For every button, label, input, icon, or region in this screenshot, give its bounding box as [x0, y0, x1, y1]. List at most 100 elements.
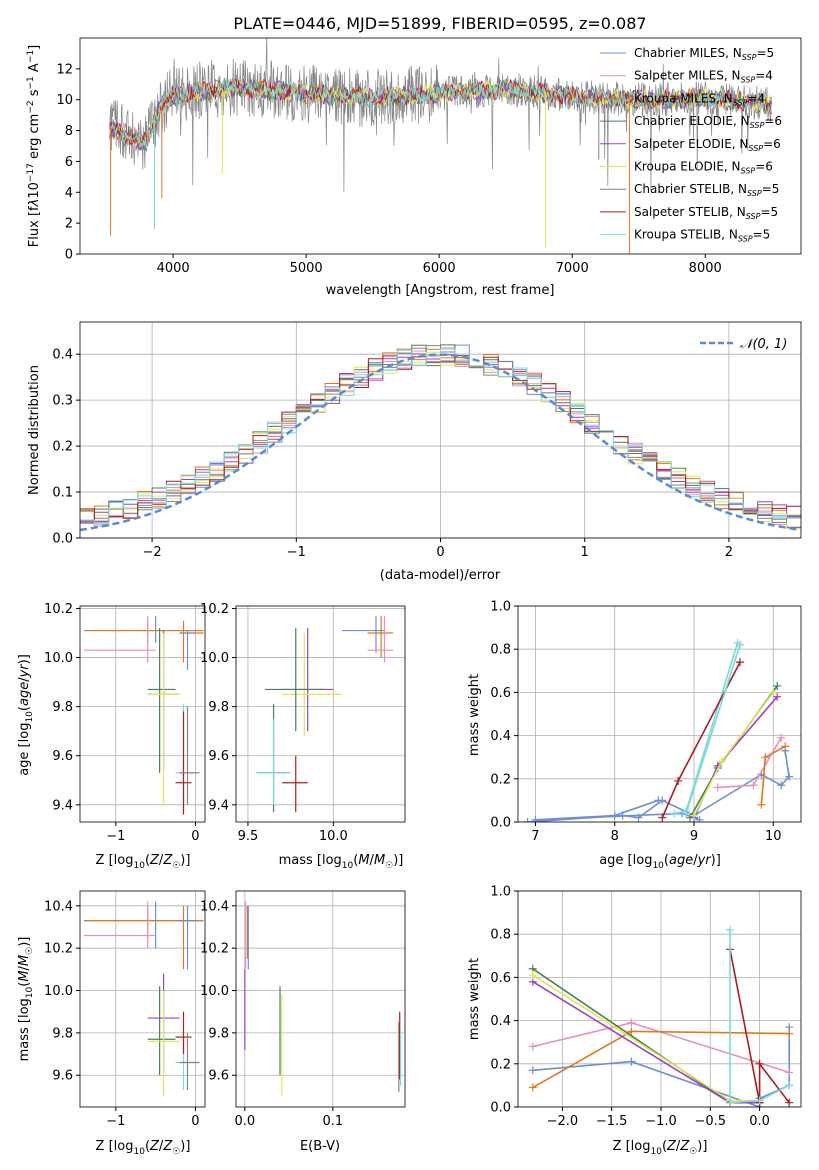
weight-marker: [785, 1029, 794, 1038]
weight-marker: [785, 1081, 794, 1090]
weight-marker: [695, 815, 704, 822]
x-tick-label: 0.0: [749, 1114, 770, 1129]
y-tick-label: 10.4: [200, 899, 229, 914]
spectrum-lines: [108, 38, 773, 254]
y-tick-label: 9.4: [52, 798, 73, 813]
legend-label: Salpeter ELODIE, NSSP=6: [634, 137, 781, 153]
residual-xlabel: (data-model)/error: [380, 568, 501, 583]
weight-marker: [726, 925, 735, 934]
p7-xlabel: E(B-V): [300, 1139, 340, 1154]
y-tick-label: 9.6: [208, 749, 229, 764]
spectrum-xlabel: wavelength [Angstrom, rest frame]: [326, 283, 555, 298]
figure-title: PLATE=0446, MJD=51899, FIBERID=0595, z=0…: [233, 14, 646, 33]
spectrum-line-salpeter-stelib: [108, 78, 772, 146]
weight-marker: [781, 742, 790, 751]
weight-marker: [670, 809, 679, 818]
plot-marks: [528, 925, 794, 1107]
y-tick-label: 10.0: [200, 651, 229, 666]
x-tick-label: −1: [106, 829, 125, 844]
x-tick-label: 0.1: [322, 1114, 343, 1129]
plot-frame: [517, 605, 802, 823]
y-tick-label: 10.0: [44, 651, 73, 666]
weight-marker: [755, 1059, 764, 1068]
weight-marker: [654, 796, 663, 805]
weight-marker: [777, 733, 786, 742]
x-tick-label: −1.5: [596, 1114, 628, 1129]
age-vs-mass-panel: 9.5 10.0 9.4 9.6 9.8 10.0 10.2: [200, 602, 406, 844]
weight-marker: [658, 813, 667, 822]
plot-marks: [83, 615, 204, 815]
x-tick-label: −2: [143, 545, 162, 560]
legend-label: Kroupa MILES, NSSP=4: [634, 91, 765, 107]
x-tick-label: −2.0: [547, 1114, 579, 1129]
legend-label: Chabrier STELIB, NSSP=5: [634, 182, 779, 198]
weight-line: [527, 750, 790, 822]
y-tick-label: 0.6: [490, 686, 511, 701]
p8-xlabel: Z [log10(Z/Z☉)]: [613, 1139, 708, 1157]
plot-frame: [235, 890, 406, 1108]
y-tick-label: 9.8: [208, 700, 229, 715]
legend-label: Chabrier ELODIE, NSSP=6: [634, 114, 782, 130]
y-tick-label: 4: [65, 186, 73, 201]
y-tick-label: 10.0: [44, 984, 73, 999]
y-tick-label: 12: [56, 62, 73, 77]
weight-vs-metallicity-panel: −2.0 −1.5 −1.0 −0.5 0.0 0.0 0.2 0.4 0.6 0.8 1.0: [490, 885, 802, 1129]
weight-marker: [785, 1068, 794, 1077]
residual-histogram-kroupa-elodie: [80, 351, 801, 529]
plot-marks: [256, 615, 394, 813]
y-tick-label: 9.4: [208, 798, 229, 813]
y-tick-label: 9.6: [52, 749, 73, 764]
p8-ylabel: mass weight: [467, 958, 482, 1040]
normal-curve: [80, 353, 799, 532]
y-tick-label: 9.8: [52, 700, 73, 715]
plot-marks: [523, 638, 794, 822]
y-tick-label: 2: [65, 217, 73, 232]
weight-marker: [627, 1057, 636, 1066]
weight-marker: [528, 1083, 537, 1092]
y-tick-label: 6: [65, 155, 73, 170]
mass-vs-metallicity-panel: −1 0 9.6 9.8 10.0 10.2 10.4: [44, 890, 206, 1129]
weight-marker: [735, 658, 744, 667]
weight-line: [729, 949, 790, 1104]
y-tick-label: 0.4: [490, 729, 511, 744]
p3-xlabel: Z [log10(Z/Z☉)]: [96, 853, 191, 871]
y-tick-label: 0.4: [52, 348, 73, 363]
x-tick-label: 9: [690, 829, 698, 844]
y-tick-label: 9.6: [208, 1069, 229, 1084]
p6-xlabel: Z [log10(Z/Z☉)]: [96, 1139, 191, 1157]
plot-frame: [517, 890, 802, 1108]
y-tick-label: 0.2: [490, 772, 511, 787]
legend-label: Salpeter MILES, NSSP=4: [634, 69, 773, 85]
legend-label: Kroupa ELODIE, NSSP=6: [634, 160, 773, 176]
legend-label: Kroupa STELIB, NSSP=5: [634, 228, 770, 244]
x-tick-label: −1: [106, 1114, 125, 1129]
x-tick-label: 7000: [556, 261, 589, 276]
weight-marker: [773, 681, 782, 690]
weight-marker: [785, 1098, 794, 1107]
x-tick-label: 1: [581, 545, 589, 560]
weight-marker: [755, 1096, 764, 1105]
y-tick-label: 10.2: [44, 602, 73, 617]
residual-histogram-salpeter-stelib: [80, 355, 801, 522]
residual-histograms: [80, 344, 801, 532]
residual-ylabel: Normed distribution: [27, 365, 42, 495]
spectrum-line-kroupa-stelib: [108, 77, 772, 150]
x-tick-label: 4000: [157, 261, 190, 276]
weight-line: [685, 644, 741, 814]
y-tick-label: 0.8: [490, 928, 511, 943]
spectrum-panel: 4000 5000 6000 7000 8000 0 2 4 6 8 10 12 wavelength…: [26, 37, 802, 298]
weight-marker: [528, 1042, 537, 1051]
weight-vs-age-panel: 7 8 9 10 0.0 0.2 0.4 0.6 0.8 1.0: [490, 600, 802, 844]
weight-marker: [674, 776, 683, 785]
x-tick-label: 6000: [423, 261, 456, 276]
weight-marker: [627, 1018, 636, 1027]
weight-marker: [769, 688, 778, 697]
weight-marker: [528, 971, 537, 980]
y-tick-label: 10: [56, 93, 73, 108]
y-tick-label: 10.2: [200, 602, 229, 617]
p5-xlabel: age [log10(age/yr)]: [599, 853, 721, 871]
age-vs-metallicity-panel: −1 0 9.4 9.6 9.8 10.0 10.2: [44, 602, 206, 844]
x-tick-label: −0.5: [694, 1114, 726, 1129]
x-tick-label: 0.0: [234, 1114, 255, 1129]
y-tick-label: 0.0: [490, 1101, 511, 1116]
